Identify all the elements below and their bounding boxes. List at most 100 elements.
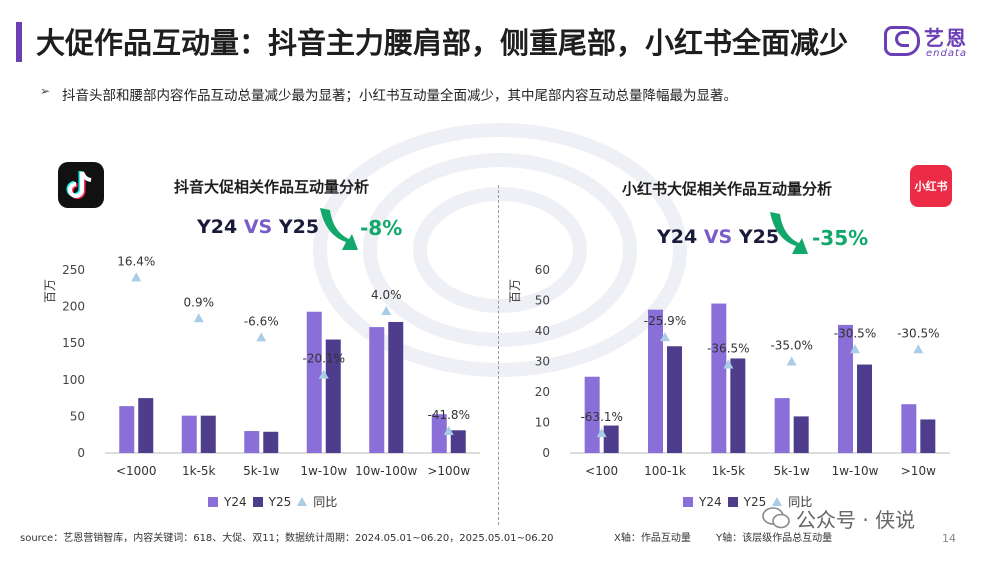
douyin-bar-y25 [450,430,466,453]
xhs-y-tick-label: 40 [535,324,550,338]
xhs-yoy-marker [723,359,734,369]
douyin-yoy-label: 4.0% [371,288,402,302]
douyin-bar-y24 [306,311,322,453]
xhs-bar-y24 [584,376,600,453]
xhs-x-tick-label: >10w [901,464,936,478]
douyin-y-tick-label: 200 [62,300,85,314]
x-axis-note: X轴：作品互动量 [614,533,691,544]
xhs-x-tick-label: 1k-5k [712,464,746,478]
douyin-yoy-label: 16.4% [117,254,155,268]
legend-marker-yoy [297,497,308,506]
legend-swatch-y24 [683,496,693,507]
legend-label-y25: Y25 [268,494,292,509]
xhs-yoy-label: -30.5% [834,326,876,340]
xhs-bar-y24 [648,309,663,453]
xhs-y-tick-label: 60 [535,263,550,277]
douyin-yoy-marker [443,426,454,436]
xhs-yoy-marker [596,428,607,438]
douyin-yoy-label: -41.8% [428,408,470,422]
wechat-icon [762,507,790,529]
legend-swatch-y25 [727,496,738,507]
douyin-y-tick-label: 0 [77,446,85,460]
xhs-y-tick-label: 50 [535,294,550,308]
title-accent-bar [16,22,22,62]
xiaohongshu-icon: 小红书 [910,165,952,207]
xhs-yoy-label: -63.1% [580,410,622,424]
douyin-y-tick-label: 50 [70,409,85,423]
douyin-bar-y24 [119,406,135,453]
xhs-bar-y25 [857,364,872,453]
douyin-x-tick-label: 1w-10w [300,464,347,478]
endata-logo: 艺恩 endata [884,22,980,62]
xhs-yoy-marker [913,344,924,354]
right-panel-title: 小红书大促相关作品互动量分析 [622,180,833,198]
xhs-y-tick-label: 10 [535,416,550,430]
xhs-bar-y24 [838,324,853,453]
douyin-bar-y24 [369,327,385,453]
legend-label-yoy: 同比 [788,495,813,509]
xhs-y-tick-label: 20 [535,385,550,399]
xhs-x-tick-label: 5k-1w [773,464,810,478]
bullet-arrow-icon: ➢ [40,84,51,98]
left-panel-title: 抖音大促相关作品互动量分析 [174,178,370,196]
douyin-yoy-marker [256,332,267,342]
xhs-bar-y24 [901,404,917,453]
legend-label-yoy: 同比 [313,495,338,509]
left-change-value: -8% [360,216,403,240]
douyin-y-tick-label: 150 [62,336,85,350]
xhs-x-tick-label: 1w-10w [832,464,879,478]
legend-swatch-y25 [252,496,263,507]
douyin-bar-y25 [325,339,341,453]
xhs-y-tick-label: 30 [535,355,550,369]
douyin-yoy-label: -6.6% [244,314,279,328]
douyin-bar-y24 [181,415,197,453]
right-change-value: -35% [812,226,869,250]
left-legend: Y24 Y25 同比 [208,493,337,510]
douyin-bar-y25 [138,398,154,453]
logo-en-text: endata [926,48,968,59]
legend-label-y24: Y24 [699,494,722,509]
douyin-x-tick-label: <1000 [116,464,157,478]
xhs-bar-y24 [774,398,790,453]
douyin-yoy-marker [131,272,142,282]
douyin-yoy-label: 0.9% [184,295,215,309]
douyin-y-tick-label: 250 [62,263,85,277]
douyin-bar-y24 [431,414,447,453]
xhs-yoy-marker [660,332,670,342]
xhs-yoy-marker [786,356,797,366]
douyin-y-tick-label: 100 [62,373,85,387]
page-number: 14 [942,532,956,545]
douyin-yoy-label: -20.1% [303,352,345,366]
douyin-interaction-chart: 百万 0 50 100 150 200 250 <1000 16.4% 1k-5k 0.9% 5k-1… [43,254,480,478]
tiktok-icon [58,162,104,208]
left-trend-arrow-icon [320,208,358,250]
endata-logo-icon [884,26,920,56]
douyin-x-tick-label: 5k-1w [243,464,280,478]
xhs-yoy-marker [850,344,860,354]
xhs-yoy-label: -35.0% [770,339,812,353]
xhs-bar-y25 [793,416,809,453]
douyin-bar-y25 [388,321,404,453]
legend-label-y25: Y25 [743,494,767,509]
right-legend: Y24 Y25 同比 [683,493,812,510]
douyin-yoy-marker [318,369,329,379]
right-trend-arrow-icon [770,212,808,254]
left-vs-label: Y24 VS Y25 [197,216,320,238]
y-axis-note: Y轴：该层级作品总互动量 [716,533,833,544]
douyin-bar-y25 [263,431,279,453]
xhs-bar-y25 [730,358,746,453]
douyin-bar-y24 [244,431,260,453]
xhs-yoy-label: -36.5% [707,342,749,356]
legend-label-y24: Y24 [224,494,247,509]
summary-text: 抖音头部和腰部内容作品互动总量减少最为显著；小红书互动量全面减少，其中尾部内容互… [62,88,737,104]
xhs-bar-y25 [667,346,682,453]
douyin-x-tick-label: 10w-100w [355,464,417,478]
xhs-x-tick-label: <100 [585,464,618,478]
xhs-y-axis-label: 百万 [508,279,522,303]
background-swirl [313,123,687,377]
douyin-bar-y25 [200,415,216,453]
douyin-x-tick-label: >100w [427,464,470,478]
xhs-x-tick-label: 100-1k [644,464,686,478]
right-vs-label: Y24 VS Y25 [657,226,780,248]
legend-swatch-y24 [208,496,218,507]
